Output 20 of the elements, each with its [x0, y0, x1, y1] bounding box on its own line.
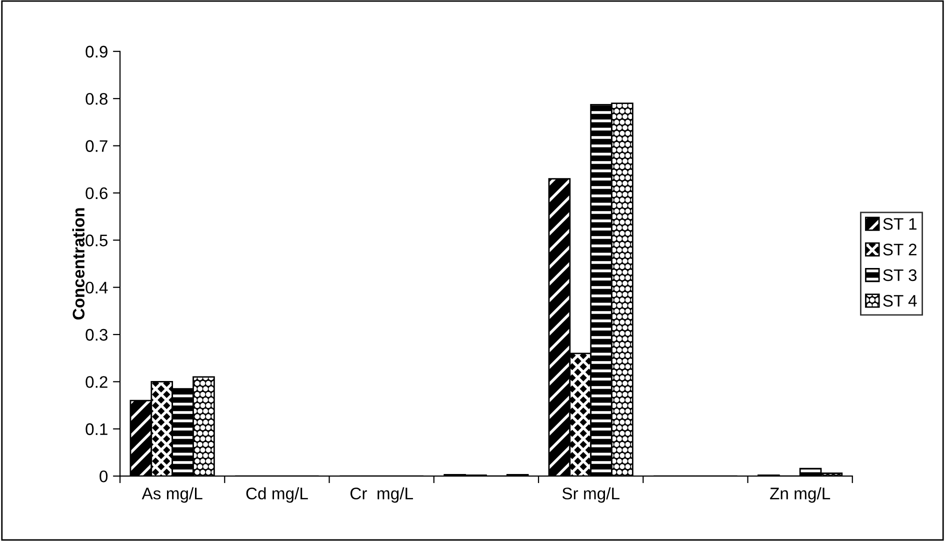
y-tick-label: 0.4 — [86, 282, 108, 294]
y-tick-label: 0.9 — [86, 46, 108, 58]
y-tick-label: 0.5 — [86, 234, 108, 246]
y-tick-label: 0.2 — [86, 376, 108, 388]
y-axis-title: Concentration — [72, 208, 85, 320]
x-tick-label: Sr mg/L — [562, 487, 620, 503]
y-tick-label: 0.6 — [86, 187, 108, 200]
x-tick-label: Zn mg/L — [770, 487, 830, 503]
y-tick-label: 0.3 — [86, 328, 108, 341]
legend-label: ST 4 — [883, 294, 917, 307]
x-tick-label: Cd mg/L — [246, 487, 308, 503]
y-tick-label: 0.8 — [86, 92, 108, 105]
x-tick-label: As mg/L — [142, 487, 202, 503]
y-tick-label: 0.1 — [86, 423, 108, 436]
legend-label: ST 1 — [883, 218, 916, 230]
y-tick-label: 0 — [100, 470, 108, 482]
x-tick-label: Cr mg/L — [350, 487, 413, 503]
y-tick-label: 0.7 — [86, 140, 108, 152]
legend-label: ST 3 — [883, 269, 917, 282]
legend-label: ST 2 — [883, 244, 916, 256]
